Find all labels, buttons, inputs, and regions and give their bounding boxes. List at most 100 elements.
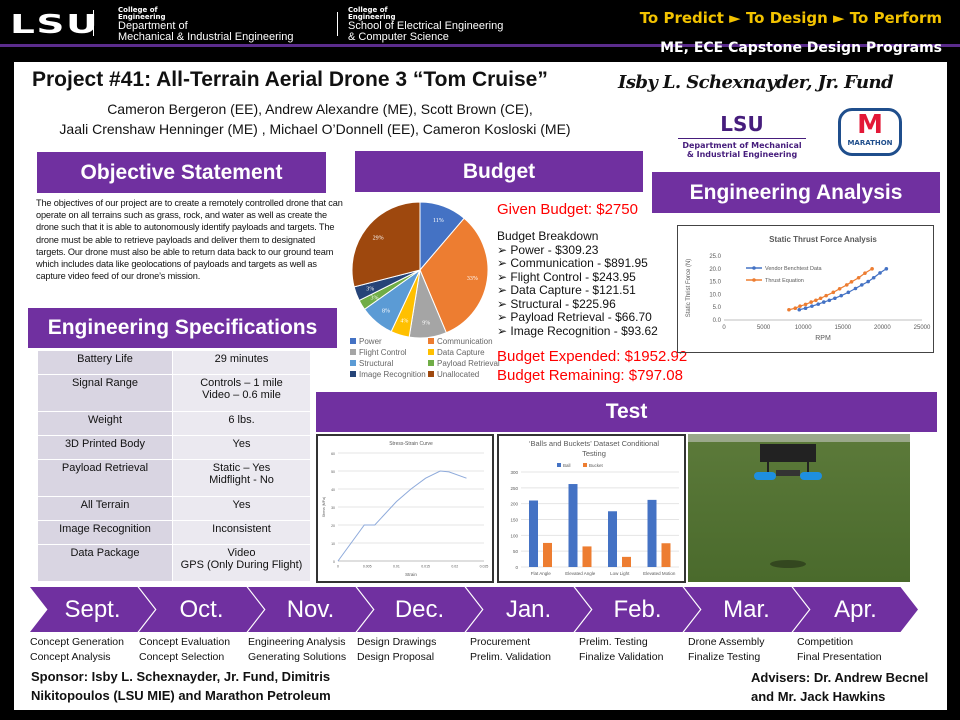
dept-line: Mechanical & Industrial Engineering	[118, 31, 294, 43]
data-point	[870, 267, 874, 271]
y-tick-label: 5.0	[713, 305, 722, 311]
chart-title: ‘Balls and Buckets’ Dataset Conditional	[529, 439, 660, 448]
data-point	[803, 302, 808, 307]
budget-remaining: Budget Remaining: $797.08	[497, 367, 683, 384]
y-tick-label: 40	[331, 488, 335, 492]
x-axis-label: Strain	[405, 572, 417, 577]
pie-slice-communication	[419, 217, 489, 334]
spec-name: Payload Retrieval	[37, 459, 173, 497]
data-point	[863, 271, 867, 275]
y-tick-label: 10	[331, 542, 335, 546]
timeline-step-sept: Sept.	[30, 587, 155, 632]
drone-shadow	[770, 560, 806, 568]
divider	[337, 12, 338, 36]
spec-row: 3D Printed Body Yes	[37, 435, 311, 460]
sponsor-line: Nikitopoulos (LSU MIE) and Marathon Petr…	[31, 688, 331, 703]
drone-test-photo	[688, 434, 910, 582]
x-tick-label: 0	[337, 565, 339, 569]
y-tick-label: 100	[510, 533, 518, 538]
y-axis-label: Stress (MPa)	[322, 497, 326, 517]
dept-line: & Computer Science	[348, 31, 449, 43]
y-tick-label: 15.0	[709, 280, 721, 286]
spec-row: Data Package Video GPS (Only During Fligh…	[37, 544, 311, 582]
x-axis-label: RPM	[815, 335, 831, 342]
authors-line: Jaali Crenshaw Henninger (ME) , Michael …	[59, 121, 571, 137]
thrust-chart: 0.0 5.0 10.0 15.0 20.0 25.0 0 5000 10000 15000 200…	[686, 235, 931, 342]
bar-ball	[647, 499, 657, 567]
spec-name: 3D Printed Body	[37, 435, 173, 460]
timeline-step-feb: Feb.	[575, 587, 700, 632]
data-point	[818, 296, 823, 301]
y-tick-label: 300	[510, 470, 518, 475]
programs-label: ME, ECE Capstone Design Programs	[660, 40, 942, 56]
tagline: To Predict ► To Design ► To Perform	[639, 9, 942, 27]
stress-chart-frame: 0 10 20 30 40 50 60 0 0.005 0.01 0.015 0.02 0.025 Str…	[316, 434, 494, 583]
y-tick-label: 200	[510, 502, 518, 507]
pie-data-label: 3%	[371, 295, 379, 301]
timeline-tasks: Competition Final Presentation	[797, 636, 882, 663]
data-point	[810, 304, 814, 308]
data-point	[816, 302, 821, 306]
timeline-step-apr: Apr.	[793, 587, 918, 632]
x-tick-label: 0.015	[421, 565, 430, 569]
spec-name: Battery Life	[37, 350, 173, 375]
data-point	[837, 286, 842, 291]
spec-value: Yes	[172, 435, 311, 460]
legend-swatch	[428, 338, 434, 344]
data-point	[844, 283, 849, 287]
data-point	[824, 293, 828, 298]
data-point	[814, 298, 818, 303]
timeline-tasks: Design Drawings Design Proposal	[357, 636, 437, 663]
pie-data-label: 9%	[422, 321, 430, 327]
budget-item: ➢ Payload Retrieval - $66.70	[497, 310, 652, 324]
sponsor-line: Sponsor: Isby L. Schexnayder, Jr. Fund, …	[31, 669, 331, 684]
dept-line: Department of	[118, 20, 188, 32]
specs-table: Battery Life 29 minutes Signal Range Contro…	[37, 350, 311, 582]
legend-swatch	[350, 349, 356, 355]
y-tick-label: 25.0	[709, 254, 721, 260]
budget-breakdown: Budget Breakdown ➢ Power - $309.23 ➢ Comm…	[497, 229, 658, 338]
spec-value: Inconsistent	[172, 520, 311, 545]
data-point	[827, 298, 832, 303]
budget-item: ➢ Flight Control - $243.95	[497, 269, 636, 284]
data-point	[878, 271, 882, 275]
timeline-tasks: Prelim. Testing Finalize Validation	[579, 636, 664, 663]
fund-logo: Isby L. Schexnayder, Jr. Fund	[618, 72, 894, 93]
spec-value: Yes	[172, 496, 311, 521]
timeline-step-oct: Oct.	[139, 587, 264, 632]
objective-text: The objectives of our project are to cre…	[36, 198, 343, 282]
legend-item: Communication	[428, 337, 500, 346]
spec-value: Video GPS (Only During Flight)	[172, 544, 311, 582]
pie-data-label: 11%	[433, 218, 444, 224]
data-point	[821, 300, 826, 304]
spec-value: Controls – 1 mile Video – 0.6 mile	[172, 374, 311, 412]
pie-data-label: 33%	[467, 276, 478, 282]
y-axis-label: Static Thrist Force (N)	[686, 259, 692, 318]
pie-legend: Power Communication Flight Control Data Cap…	[350, 337, 500, 379]
arrow-bullet-icon: ➢	[497, 242, 511, 257]
chart-title: Stress-Strain Curve	[389, 441, 433, 447]
chart-title: Static Thrust Force Analysis	[769, 235, 877, 244]
spec-row: Battery Life 29 minutes	[37, 350, 311, 375]
spec-name: Weight	[37, 411, 173, 436]
y-tick-label: 0	[333, 560, 335, 564]
legend-item: Power	[350, 337, 428, 346]
college-label: College of	[348, 6, 388, 14]
marathon-logo: M MARATHON	[838, 108, 902, 156]
bar-ball	[529, 500, 538, 567]
x-tick-label: 10000	[795, 325, 812, 331]
budget-item: ➢ Structural - $225.96	[497, 296, 616, 311]
timeline-tasks: Concept Evaluation Concept Selection	[139, 636, 231, 663]
budget-item: ➢ Data Capture - $121.51	[497, 283, 636, 297]
data-point	[853, 286, 858, 291]
bar-bucket	[661, 543, 671, 567]
spec-row: Payload Retrieval Static – Yes Midflight …	[37, 459, 311, 497]
lsu-wordmark: LSU	[720, 112, 764, 136]
data-point	[849, 280, 854, 284]
data-point	[866, 279, 870, 284]
advisers-line: and Mr. Jack Hawkins	[751, 689, 886, 704]
advisers-text: Advisers: Dr. Andrew Becnel and Mr. Jack…	[751, 668, 928, 706]
header-rule	[0, 44, 960, 47]
timeline-step-nov: Nov.	[248, 587, 373, 632]
x-tick-label: 0	[722, 325, 726, 331]
